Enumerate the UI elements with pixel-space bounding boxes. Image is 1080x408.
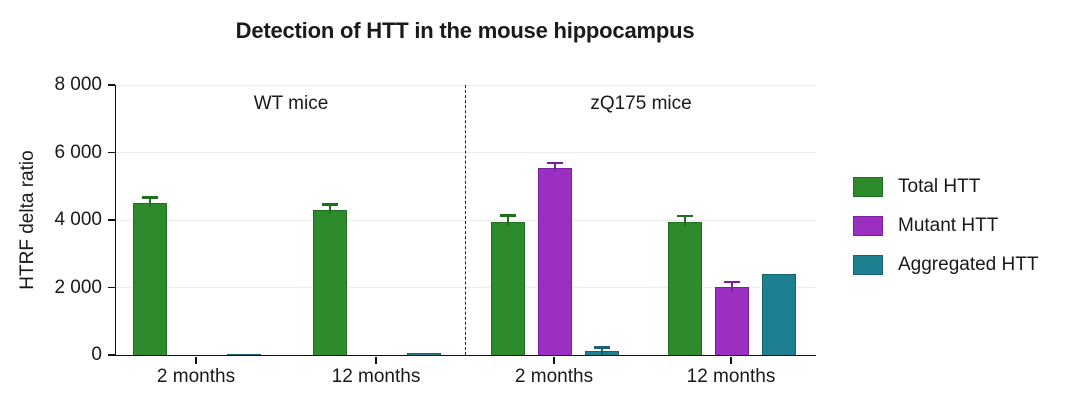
y-tick-mark: [108, 219, 115, 221]
legend-swatch-aggregated-htt: [853, 255, 883, 275]
y-tick-mark: [108, 354, 115, 356]
x-tick-mark: [553, 356, 555, 364]
x-tick-mark: [730, 356, 732, 364]
y-tick-label: 8 000: [54, 74, 102, 95]
bar-mutant-htt-zq175-2-months: [538, 168, 572, 355]
error-bar-stem: [148, 198, 152, 207]
y-tick-label: 0: [91, 344, 102, 365]
x-tick-mark: [195, 356, 197, 364]
error-bar-cap: [677, 214, 694, 218]
x-tick-label: 12 months: [331, 366, 421, 387]
error-bar-cap: [547, 161, 563, 165]
x-tick-mark: [375, 356, 377, 364]
y-tick-mark: [108, 151, 115, 154]
error-bar-stem: [506, 216, 510, 227]
bar-mutant-htt-zq175-12-months: [715, 286, 749, 355]
error-bar-cap: [500, 214, 517, 217]
legend-label-mutant-htt: Mutant HTT: [898, 215, 999, 236]
error-bar-cap: [724, 280, 740, 284]
y-tick-label: 4 000: [54, 209, 102, 230]
plot-area: WT mice zQ175 mice: [115, 84, 816, 356]
bar-total-htt-wt-12-months: [313, 209, 348, 355]
y-tick-label: 2 000: [54, 276, 102, 298]
error-bar-stem: [730, 283, 734, 291]
y-tick-mark: [108, 286, 115, 289]
gridline: [116, 152, 816, 153]
legend-item-aggregated-htt: Aggregated HTT: [853, 254, 1038, 276]
bar-aggregated-htt-zq175-12-months: [761, 274, 796, 355]
y-tick-label: 6 000: [54, 141, 102, 163]
gridline: [116, 84, 816, 86]
error-bar-stem: [683, 217, 687, 227]
gridline: [116, 219, 816, 221]
x-tick-label: 2 months: [156, 366, 236, 387]
legend-label-total-htt: Total HTT: [898, 176, 981, 197]
bar-total-htt-zq175-12-months: [668, 222, 703, 355]
bar-total-htt-zq175-2-months: [491, 222, 526, 355]
section-divider-dashed-line: [465, 85, 466, 355]
legend-label-aggregated-htt: Aggregated HTT: [898, 254, 1039, 275]
y-tick-mark: [108, 84, 115, 86]
bar-aggregated-htt-wt-2-months: [226, 354, 261, 355]
legend: Total HTT Mutant HTT Aggregated HTT: [853, 176, 1038, 276]
error-bar-cap: [142, 196, 159, 199]
section-label-wt-mice: WT mice: [253, 93, 329, 114]
legend-item-total-htt: Total HTT: [853, 176, 1038, 198]
section-label-zq175-mice: zQ175 mice: [590, 93, 692, 114]
chart-title: Detection of HTT in the mouse hippocampu…: [235, 18, 695, 43]
x-tick-label: 12 months: [686, 366, 776, 387]
bar-total-htt-wt-2-months: [133, 202, 168, 355]
error-bar-cap: [322, 203, 339, 206]
legend-item-mutant-htt: Mutant HTT: [853, 215, 1038, 237]
x-tick-label: 2 months: [514, 366, 594, 387]
legend-swatch-total-htt: [853, 177, 883, 197]
error-bar-stem: [328, 205, 332, 214]
bar-aggregated-htt-wt-12-months: [406, 353, 441, 355]
error-bar-stem: [553, 164, 557, 173]
legend-swatch-mutant-htt: [853, 216, 883, 236]
gridline: [116, 287, 816, 288]
error-bar-cap: [593, 346, 610, 349]
error-bar-stem: [600, 348, 604, 355]
